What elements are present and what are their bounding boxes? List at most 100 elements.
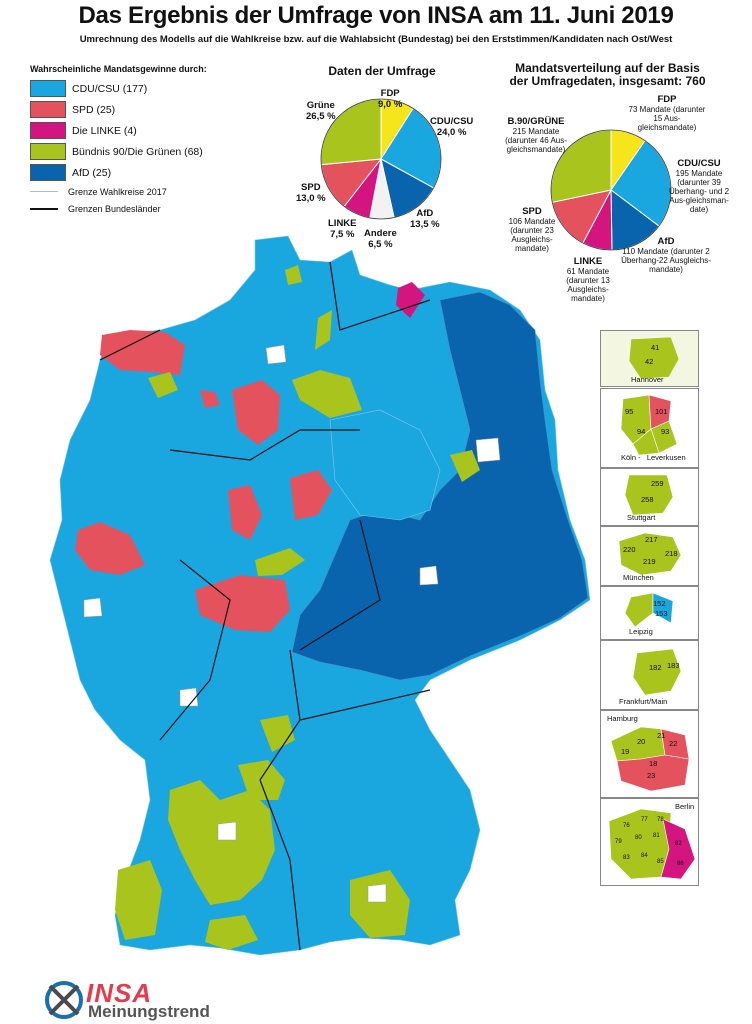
map-region-gruene-hamburg bbox=[285, 265, 302, 285]
inset-frankfurt-map bbox=[632, 648, 682, 696]
survey-label-afd: AfD 13,5 % bbox=[410, 208, 440, 230]
insa-logo-tagline: Meinungstrend bbox=[88, 1002, 210, 1021]
insa-logo: INSA Meinungstrend bbox=[44, 978, 244, 1021]
legend-line-label: Grenzen Bundesländer bbox=[68, 203, 161, 214]
legend-item-spd: SPD (25) bbox=[30, 99, 290, 120]
inset-number: 84 bbox=[641, 853, 648, 859]
map-region-andere-3 bbox=[419, 565, 439, 586]
inset-number: 21 bbox=[657, 731, 666, 740]
inset-number: 220 bbox=[623, 545, 636, 554]
legend-item-gruene: Bündnis 90/Die Grünen (68) bbox=[30, 141, 290, 162]
legend-line-laender: Grenzen Bundesländer bbox=[30, 200, 290, 217]
inset-number: 77 bbox=[641, 817, 648, 823]
legend-label: Bündnis 90/Die Grünen (68) bbox=[72, 145, 203, 158]
map-region-andere-2 bbox=[475, 437, 501, 463]
seat-label-spd: SPD 106 Mandate (darunter 23 Ausgleichs-m… bbox=[500, 206, 564, 253]
map-region-andere-7 bbox=[367, 883, 387, 903]
map-region-cdu-east bbox=[329, 409, 441, 521]
seat-pie-outline bbox=[550, 129, 672, 251]
label-party: LINKE bbox=[573, 256, 603, 267]
label-detail: 215 Mandate (darunter 46 Aus-gleichsmand… bbox=[505, 127, 567, 154]
inset-number: 83 bbox=[623, 855, 630, 861]
inset-leipzig-map bbox=[624, 592, 674, 628]
survey-pie-outline bbox=[320, 98, 442, 220]
legend-label: SPD (25) bbox=[72, 103, 116, 116]
label-party: B.90/GRÜNE bbox=[507, 116, 565, 127]
inset-number: 94 bbox=[637, 427, 646, 436]
map-region-spd-north-hessen bbox=[290, 470, 332, 520]
legend-label: AfD (25) bbox=[72, 166, 112, 179]
legend-item-linke: Die LINKE (4) bbox=[30, 120, 290, 141]
inset-leipzig: 152 153 Leipzig bbox=[600, 586, 699, 640]
line-sample-thick bbox=[30, 207, 58, 210]
seat-label-cdu: CDU/CSU 195 Mandate (darunter 39 Überhang… bbox=[666, 158, 732, 214]
legend-item-cdu: CDU/CSU (177) bbox=[30, 78, 290, 99]
legend-swatch bbox=[30, 122, 66, 139]
label-detail: 195 Mandate (darunter 39 Überhang- und 2… bbox=[668, 169, 730, 214]
seat-label-afd: AfD 110 Mandate (darunter 2 Überhang-22 A… bbox=[620, 236, 712, 274]
legend-item-afd: AfD (25) bbox=[30, 162, 290, 183]
survey-label-andere: Andere 6,5 % bbox=[364, 228, 397, 250]
map-region-gruene-niedersachsen bbox=[292, 370, 362, 418]
page-subtitle: Umrechnung des Modells auf die Wahlkreis… bbox=[79, 34, 673, 45]
inset-number: 183 bbox=[667, 661, 680, 670]
inset-berlin-map bbox=[608, 808, 696, 880]
label-party: SPD bbox=[522, 206, 542, 217]
survey-label-gruene: Grüne 26,5 % bbox=[306, 100, 336, 122]
survey-label-cdu: CDU/CSU 24,0 % bbox=[430, 116, 473, 138]
label-pct: 7,5 % bbox=[330, 229, 355, 240]
map-region-spd-niedersachsen bbox=[232, 380, 280, 445]
inset-number: 101 bbox=[655, 407, 668, 416]
map-state-borders bbox=[99, 261, 431, 951]
legend-swatch bbox=[30, 143, 66, 160]
inset-number: 217 bbox=[645, 535, 658, 544]
inset-berlin: Berlin 76 77 78 79 80 81 82 83 84 85 86 bbox=[600, 798, 699, 886]
seat-label-gruene: B.90/GRÜNE 215 Mandate (darunter 46 Aus-g… bbox=[496, 116, 576, 154]
inset-number: 22 bbox=[669, 739, 678, 748]
inset-number: 152 bbox=[653, 599, 666, 608]
inset-number: 86 bbox=[677, 861, 684, 867]
survey-pie-chart bbox=[320, 98, 672, 251]
label-pct: 13,5 % bbox=[410, 219, 440, 230]
label-party: CDU/CSU bbox=[430, 116, 474, 127]
label-pct: 6,5 % bbox=[368, 239, 393, 250]
survey-label-spd: SPD 13,0 % bbox=[296, 182, 326, 204]
inset-number: 95 bbox=[625, 407, 634, 416]
inset-number: 78 bbox=[657, 817, 664, 823]
map-region-andere-1 bbox=[265, 344, 287, 365]
inset-number: 79 bbox=[615, 839, 622, 845]
map-region-gruene-frankfurt bbox=[260, 715, 295, 752]
map-region-spd-kassel bbox=[228, 485, 262, 540]
label-detail: 61 Mandate (darunter 13 Ausgleichs-manda… bbox=[566, 267, 610, 303]
inset-hamburg-map bbox=[610, 726, 690, 792]
map-region-spd-ostfriesland bbox=[100, 330, 185, 375]
map-legend: Wahrscheinliche Mandatsgewinne durch: CD… bbox=[30, 64, 290, 217]
seat-pie-title-line2: der Umfragedaten, insgesamt: 760 bbox=[509, 74, 706, 88]
label-pct: 13,0 % bbox=[296, 193, 326, 204]
inset-muenchen-map bbox=[618, 532, 682, 576]
map-region-gruene-freiburg bbox=[115, 860, 162, 940]
inset-number: 93 bbox=[661, 427, 670, 436]
seat-pie-title: Mandatsverteilung auf der Basis der Umfr… bbox=[500, 62, 715, 88]
legend-line-label: Grenze Wahlkreise 2017 bbox=[68, 186, 167, 197]
inset-number: 42 bbox=[645, 357, 654, 366]
inset-city-label: Berlin bbox=[675, 802, 695, 811]
legend-line-wahlkreise: Grenze Wahlkreise 2017 bbox=[30, 183, 290, 200]
inset-city-label: Köln - Leverkusen bbox=[621, 453, 686, 462]
inset-number: 19 bbox=[621, 747, 630, 756]
label-party: CDU/CSU bbox=[677, 158, 721, 169]
label-party: FDP bbox=[380, 88, 400, 99]
map-region-gruene-munich bbox=[350, 870, 410, 938]
line-sample-thin bbox=[30, 191, 58, 192]
inset-city-label: Hannover bbox=[631, 375, 664, 384]
inset-number: 259 bbox=[651, 479, 664, 488]
inset-number: 80 bbox=[635, 835, 642, 841]
inset-city-label: Stuttgart bbox=[627, 513, 656, 522]
inset-number: 182 bbox=[649, 663, 662, 672]
survey-label-fdp: FDP 9,0 % bbox=[378, 88, 402, 110]
inset-number: 81 bbox=[653, 833, 660, 839]
map-region-spd-hessen bbox=[195, 575, 290, 632]
label-party: AfD bbox=[416, 208, 434, 219]
legend-swatch bbox=[30, 101, 66, 118]
